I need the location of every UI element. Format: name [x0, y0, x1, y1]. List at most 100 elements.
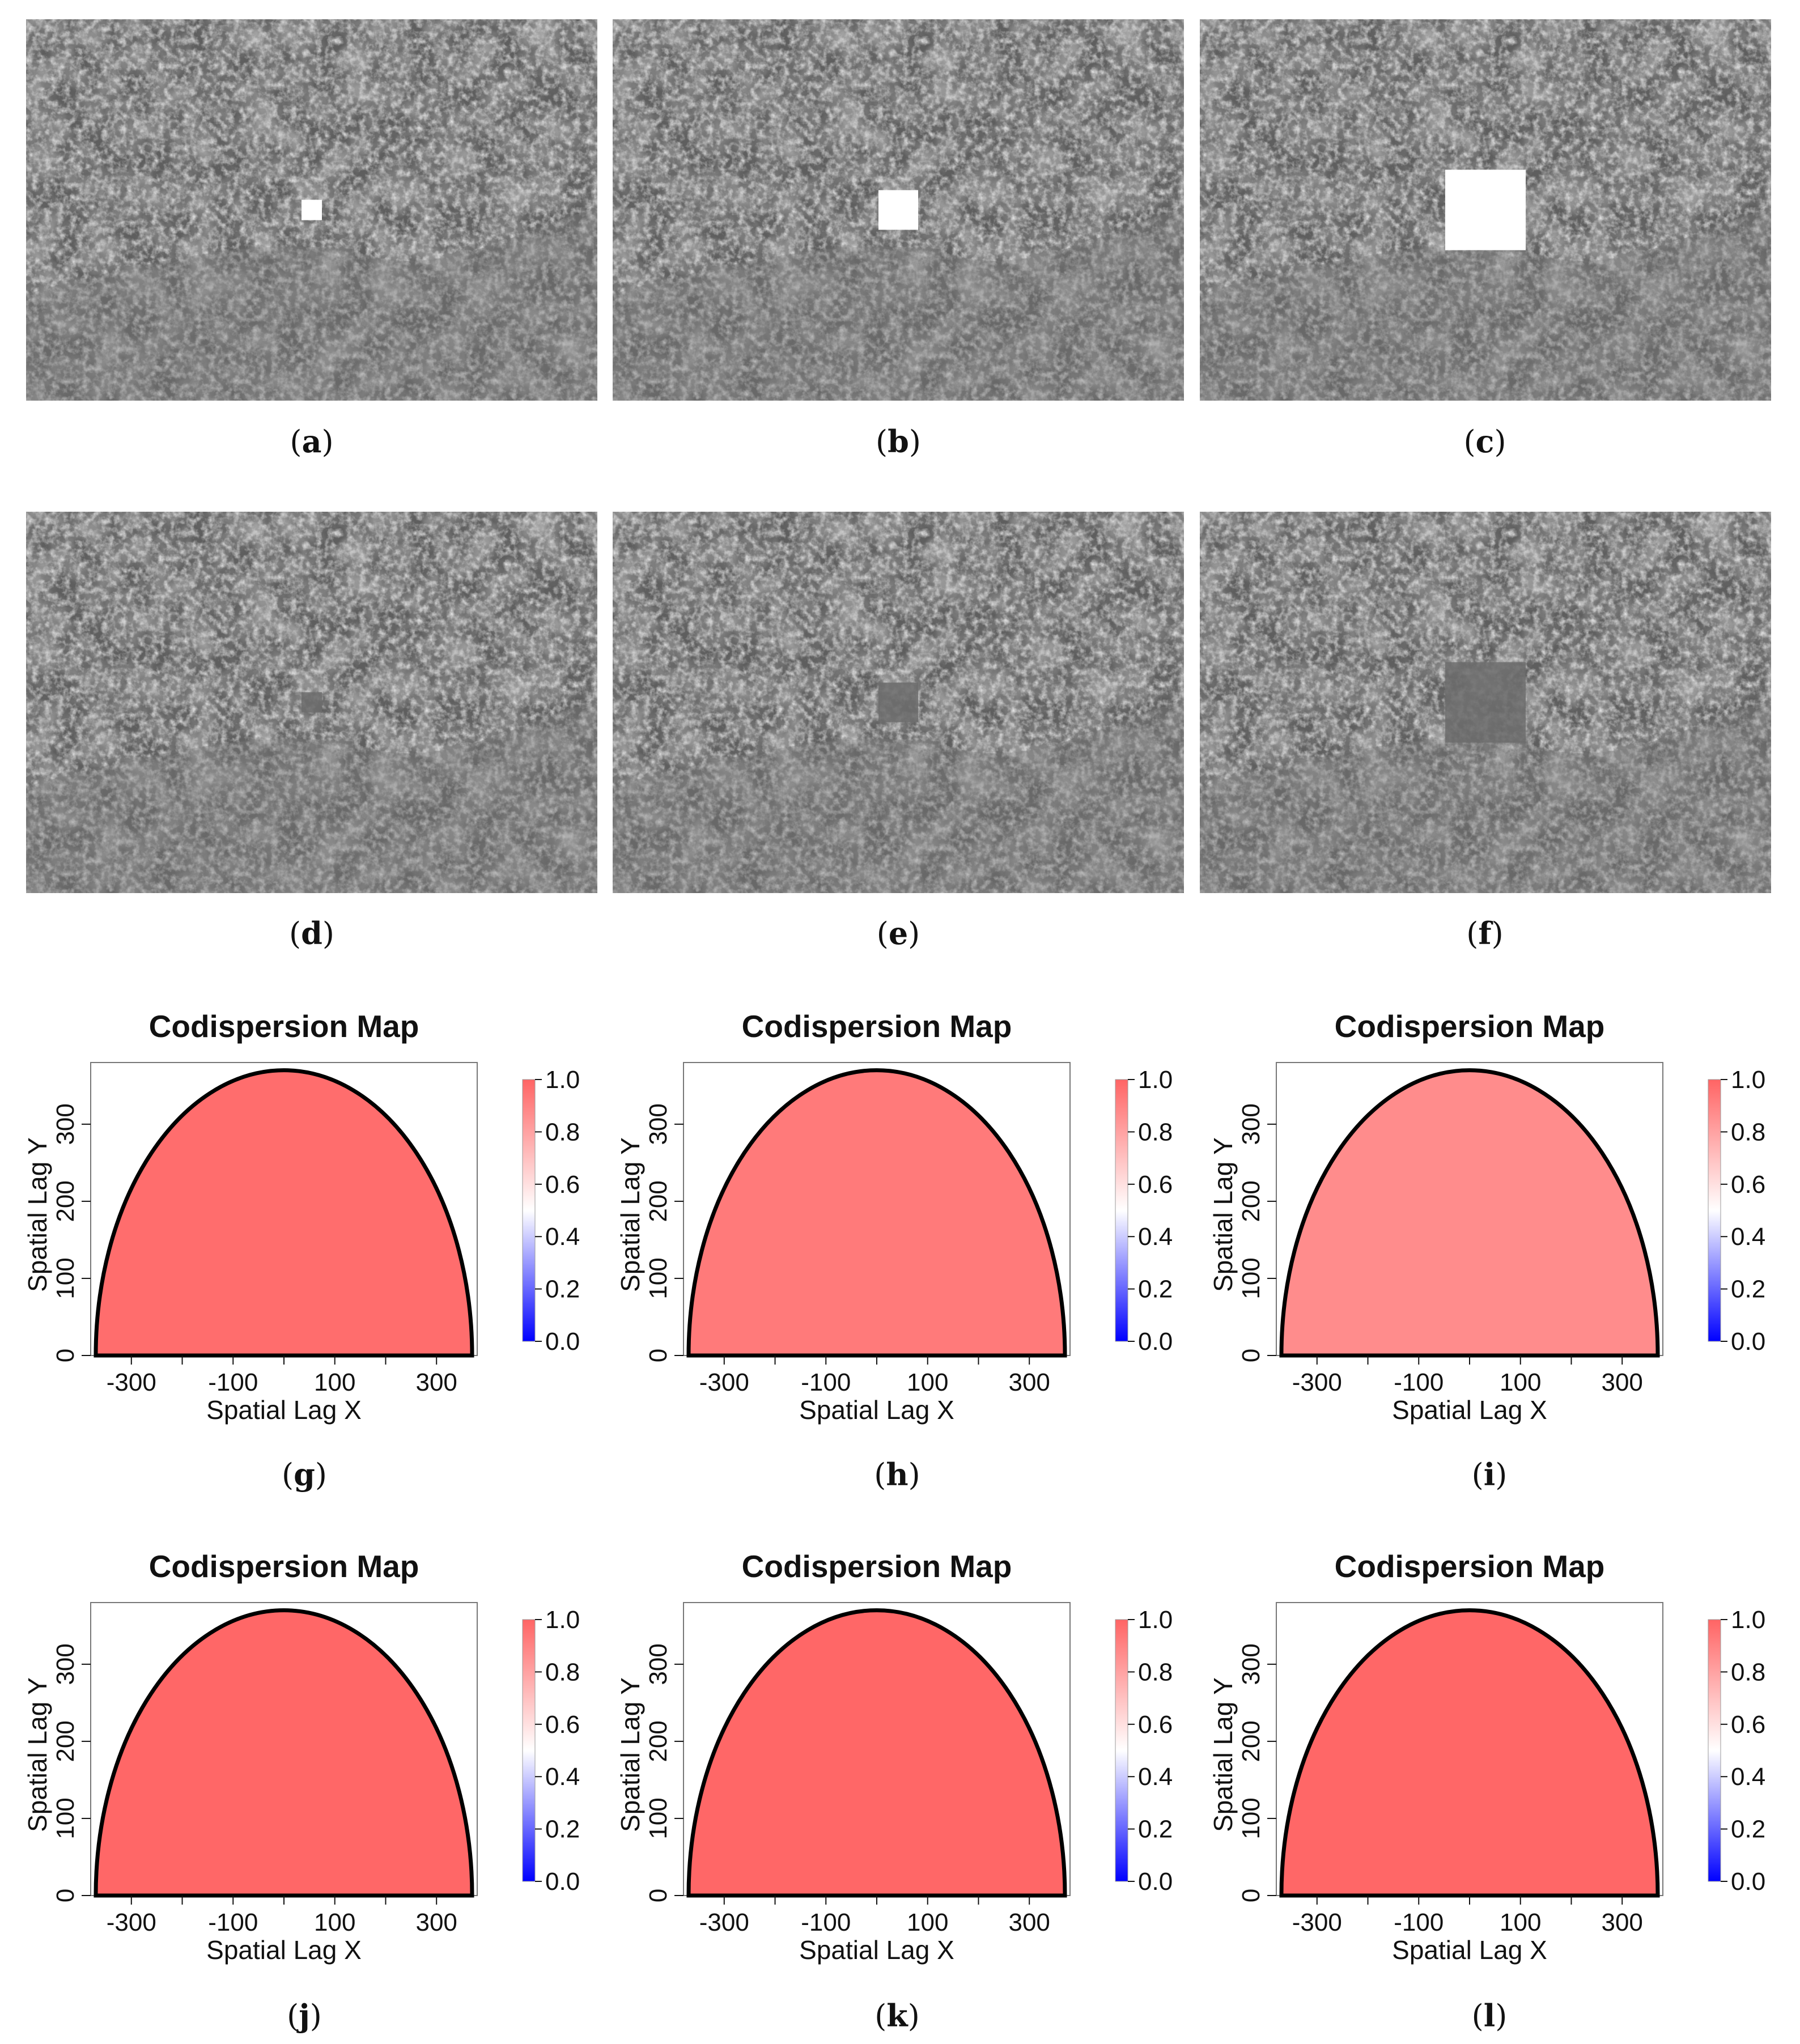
y-tick-label: 300 — [52, 1643, 79, 1685]
x-tick-label: -300 — [107, 1369, 156, 1396]
forest-texture — [26, 19, 597, 401]
colorbar — [522, 1619, 536, 1882]
colorbar-tick-label: 1.0 — [1731, 1066, 1765, 1094]
caption-b: (b) — [876, 423, 921, 460]
colorbar — [1115, 1079, 1128, 1342]
codispersion-region — [1281, 1610, 1658, 1896]
x-tick-label: -100 — [208, 1369, 258, 1396]
forest-texture — [613, 512, 1184, 893]
y-axis-label: Spatial Lag Y — [615, 1677, 645, 1832]
x-tick-label: 300 — [415, 1369, 457, 1396]
colorbar-tick-label: 0.4 — [1731, 1763, 1765, 1791]
region-boundary — [686, 1068, 1067, 1358]
x-tick-label: -300 — [1292, 1369, 1342, 1396]
codispersion-plot-h: Codispersion Map -300 -100 100 300 0 100 200 300… — [593, 1003, 1192, 1425]
colorbar-tick-label: 0.2 — [545, 1276, 580, 1303]
colorbar — [522, 1079, 536, 1342]
colorbar — [1708, 1079, 1721, 1342]
forest-texture — [26, 512, 597, 893]
colorbar-tick-label: 0.4 — [1731, 1223, 1765, 1251]
x-tick-label: 100 — [314, 1369, 355, 1396]
x-tick-label: -300 — [699, 1369, 749, 1396]
y-tick-label: 100 — [1237, 1257, 1265, 1299]
y-tick-label: 200 — [644, 1180, 672, 1222]
colorbar-tick-label: 1.0 — [1138, 1066, 1173, 1094]
y-axis-label: Spatial Lag Y — [1208, 1137, 1238, 1292]
y-tick-label: 100 — [644, 1257, 672, 1299]
x-tick-label: 300 — [1601, 1369, 1642, 1396]
codispersion-region — [95, 1070, 473, 1355]
forest-image-d — [26, 512, 597, 893]
chart-title: Codispersion Map — [149, 1549, 419, 1584]
x-tick-label: -100 — [1394, 1369, 1444, 1396]
region-boundary — [94, 1608, 474, 1898]
x-axis-label: Spatial Lag X — [1392, 1395, 1547, 1425]
colorbar-tick-label: 0.6 — [1731, 1171, 1765, 1199]
x-tick-label: 300 — [1008, 1909, 1050, 1936]
y-tick-label: 0 — [1237, 1349, 1265, 1362]
colorbar-tick-label: 0.4 — [545, 1223, 580, 1251]
y-tick-label: 0 — [52, 1889, 79, 1902]
codispersion-plot-g: Codispersion Map -300 -100 100 300 0 100 200 300… — [0, 1003, 600, 1425]
colorbar-tick-label: 0.6 — [545, 1711, 580, 1739]
caption-a: (a) — [290, 423, 334, 460]
y-tick-label: 300 — [644, 1103, 672, 1145]
inpainted-region — [878, 682, 918, 723]
colorbar-tick-label: 0.8 — [1138, 1118, 1173, 1146]
colorbar-tick-label: 1.0 — [1731, 1606, 1765, 1634]
y-tick-label: 200 — [52, 1180, 79, 1222]
colorbar-tick-label: 1.0 — [545, 1606, 580, 1634]
forest-texture — [1200, 512, 1771, 893]
y-axis-label: Spatial Lag Y — [1208, 1677, 1238, 1832]
colorbar-tick-label: 0.2 — [1138, 1276, 1173, 1303]
codispersion-plot-i: Codispersion Map -300 -100 100 300 0 100 200 300… — [1186, 1003, 1785, 1425]
chart-title: Codispersion Map — [1335, 1009, 1605, 1044]
x-tick-label: -300 — [1292, 1909, 1342, 1936]
colorbar-tick-label: 0.8 — [1138, 1658, 1173, 1686]
x-tick-label: 100 — [907, 1369, 948, 1396]
y-tick-label: 100 — [52, 1797, 79, 1839]
x-tick-label: 300 — [415, 1909, 457, 1936]
colorbar — [1708, 1619, 1721, 1882]
chart-title: Codispersion Map — [742, 1549, 1012, 1584]
caption-f: (f) — [1466, 915, 1504, 951]
x-tick-label: -300 — [107, 1909, 156, 1936]
colorbar-tick-label: 0.0 — [545, 1868, 580, 1896]
x-tick-label: -100 — [1394, 1909, 1444, 1936]
caption-g: (g) — [282, 1456, 327, 1493]
forest-texture — [613, 19, 1184, 401]
colorbar-tick-label: 0.2 — [1138, 1816, 1173, 1843]
colorbar-tick-label: 0.6 — [1138, 1171, 1173, 1199]
codispersion-region — [688, 1610, 1065, 1896]
x-axis-label: Spatial Lag X — [206, 1395, 362, 1425]
x-tick-label: 100 — [1500, 1909, 1541, 1936]
colorbar-tick-label: 0.6 — [545, 1171, 580, 1199]
colorbar-tick-label: 0.8 — [1731, 1658, 1765, 1686]
x-tick-label: -100 — [208, 1909, 258, 1936]
colorbar — [1115, 1619, 1128, 1882]
y-tick-label: 300 — [1237, 1103, 1265, 1145]
colorbar-tick-label: 0.0 — [1731, 1328, 1765, 1355]
x-axis-label: Spatial Lag X — [206, 1935, 362, 1965]
colorbar-tick-label: 0.2 — [1731, 1276, 1765, 1303]
y-tick-label: 0 — [1237, 1889, 1265, 1902]
forest-texture — [1200, 19, 1771, 401]
forest-image-b — [613, 19, 1184, 401]
forest-image-e — [613, 512, 1184, 893]
colorbar-tick-label: 0.8 — [545, 1118, 580, 1146]
colorbar-tick-label: 0.0 — [1138, 1328, 1173, 1355]
colorbar-tick-label: 0.4 — [1138, 1223, 1173, 1251]
colorbar-tick-label: 0.6 — [1731, 1711, 1765, 1739]
y-tick-label: 200 — [1237, 1180, 1265, 1222]
y-axis-label: Spatial Lag Y — [23, 1137, 52, 1292]
y-axis-label: Spatial Lag Y — [615, 1137, 645, 1292]
x-tick-label: -300 — [699, 1909, 749, 1936]
forest-image-f — [1200, 512, 1771, 893]
caption-l: (l) — [1471, 1998, 1508, 2034]
y-tick-label: 100 — [52, 1257, 79, 1299]
colorbar-tick-label: 0.2 — [545, 1816, 580, 1843]
x-axis-label: Spatial Lag X — [799, 1935, 954, 1965]
y-tick-label: 100 — [1237, 1797, 1265, 1839]
colorbar-tick-label: 0.2 — [1731, 1816, 1765, 1843]
